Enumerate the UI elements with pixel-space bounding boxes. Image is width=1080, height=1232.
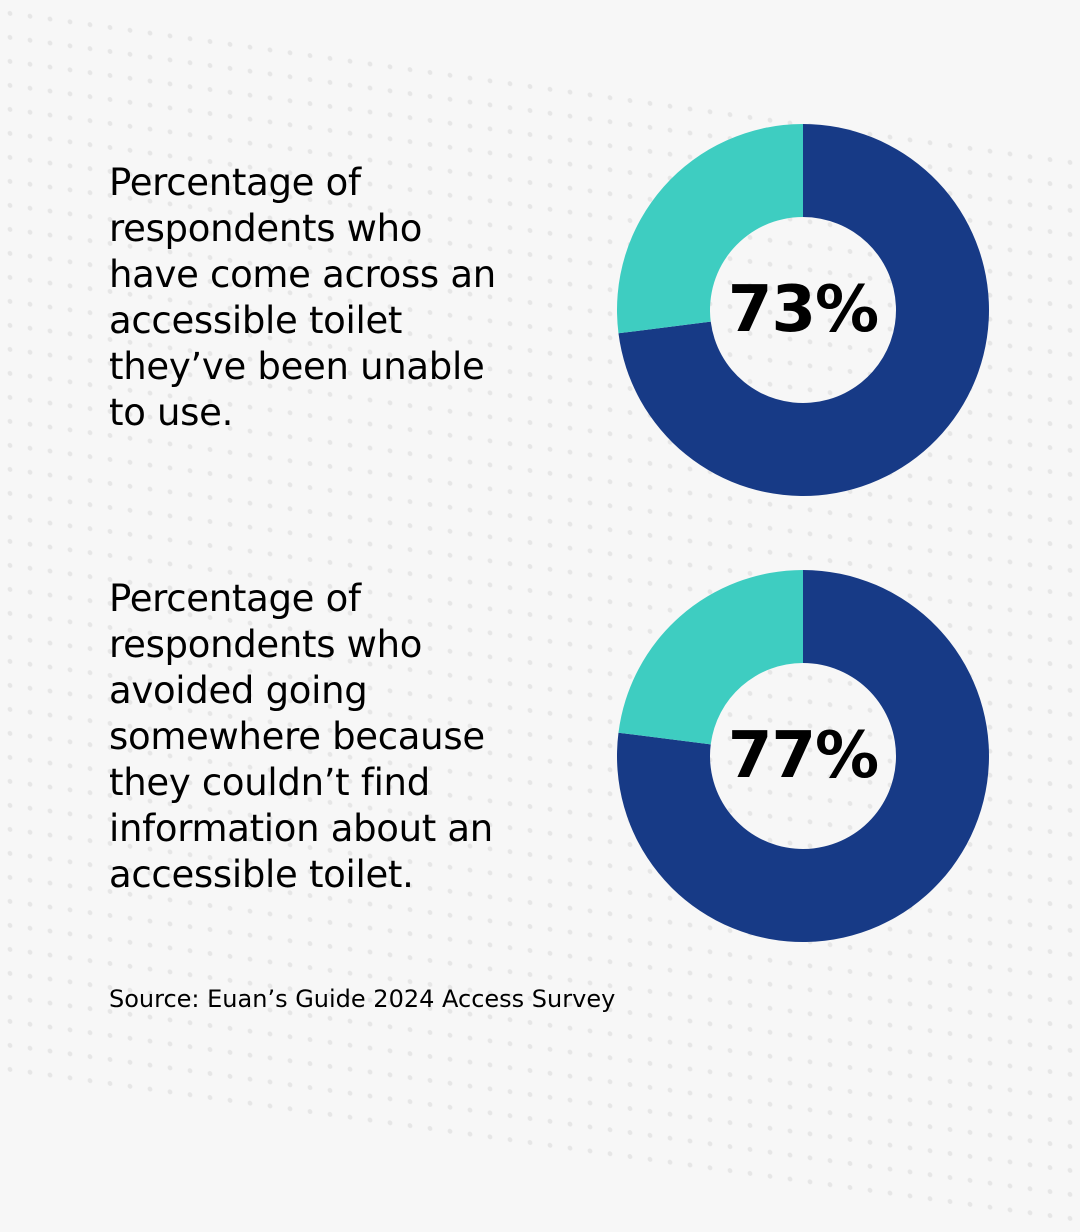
stat-2-line: information about an [109,807,493,850]
donut-1-slice-yes [618,124,989,496]
stat-1-line: Percentage of [109,161,361,204]
donut-2-slice-no [618,570,803,745]
stat-2-line: they couldn’t find [109,761,430,804]
donut-chart-1: 73% [617,124,989,500]
stat-2-line: somewhere because [109,715,485,758]
donut-chart-2: 77% [617,570,989,946]
donut-2-value: 77% [727,719,879,793]
donut-1-value: 73% [727,273,879,347]
stat-1-line: have come across an [109,253,496,296]
stat-description-1: Percentage of respondents who have come … [109,160,569,436]
donut-chart-1-svg [617,124,989,496]
stat-1-line: to use. [109,391,234,434]
stat-2-line: avoided going [109,669,368,712]
stat-2-line: Percentage of [109,577,361,620]
donut-chart-2-svg [617,570,989,942]
stat-description-2: Percentage of respondents who avoided go… [109,576,569,898]
donut-2-slice-yes [617,570,989,942]
stat-1-line: respondents who [109,207,423,250]
source-citation: Source: Euan’s Guide 2024 Access Survey [109,985,616,1013]
stat-1-line: accessible toilet [109,299,403,342]
donut-1-slice-no [617,124,803,334]
stat-2-line: respondents who [109,623,423,666]
stat-1-line: they’ve been unable [109,345,485,388]
stat-2-line: accessible toilet. [109,853,414,896]
